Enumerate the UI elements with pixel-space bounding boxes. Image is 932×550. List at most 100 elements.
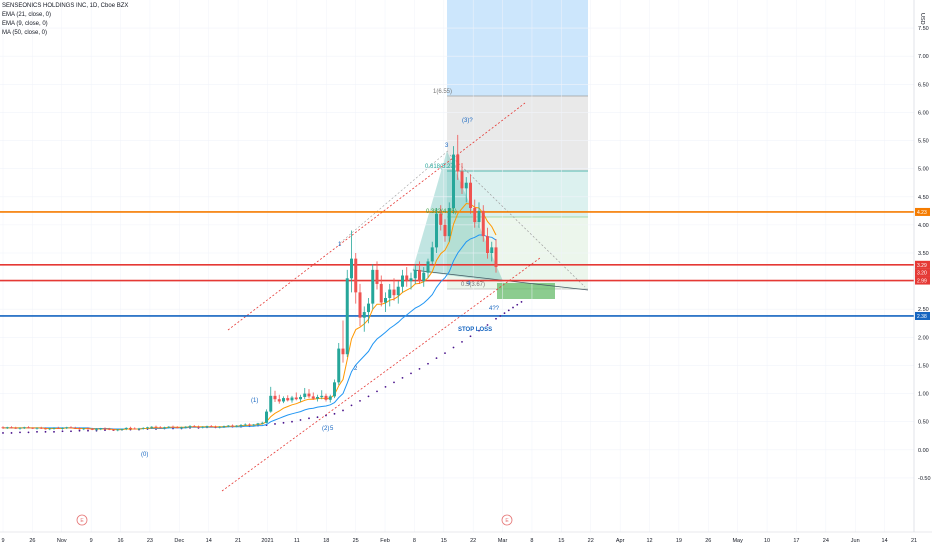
y-tick-label: 7.00 xyxy=(918,54,929,60)
candle-body xyxy=(282,398,285,402)
candle-body xyxy=(167,426,171,428)
candle-body xyxy=(354,258,358,293)
candle-body xyxy=(481,210,485,237)
event-marker-1[interactable] xyxy=(76,514,88,526)
price-tag xyxy=(915,207,930,216)
x-tick-label: 26 xyxy=(705,538,711,544)
channel-lower xyxy=(221,257,541,492)
ma50-point xyxy=(376,390,378,393)
candle-body xyxy=(133,428,137,430)
target-zone xyxy=(447,0,588,96)
y-tick-label: 4.00 xyxy=(918,223,929,229)
candle-body xyxy=(180,427,183,429)
ma50-point xyxy=(461,340,463,343)
candle-body xyxy=(469,182,472,209)
candle-body xyxy=(120,429,124,430)
ma50-point xyxy=(507,309,510,312)
candle-body xyxy=(90,429,94,430)
small-1-label: 1 xyxy=(338,242,342,248)
event-marker-2[interactable] xyxy=(501,514,513,526)
candle-body xyxy=(163,427,166,429)
ma50-point xyxy=(333,412,336,415)
candle-body xyxy=(324,395,328,400)
price-tags: 4.23 3.29 3.20 2.99 2.38 xyxy=(915,207,930,320)
x-tick-label: Mar xyxy=(498,538,508,544)
candle-body xyxy=(430,247,434,262)
x-tick-label: 8 xyxy=(413,538,416,544)
y-axis[interactable]: 7.507.006.506.005.505.004.504.003.503.00… xyxy=(913,0,931,532)
x-tick-label: 12 xyxy=(646,538,652,544)
ma50-point xyxy=(104,429,106,432)
candle-body xyxy=(61,427,64,429)
x-tick-label: Dec xyxy=(174,538,184,544)
candle-body xyxy=(460,171,464,189)
candle-body xyxy=(243,424,247,426)
ma50-point xyxy=(452,346,455,349)
candle-body xyxy=(39,427,43,429)
ma50-point xyxy=(486,324,489,326)
candle-body xyxy=(239,425,243,426)
candle-body xyxy=(435,213,438,248)
ma50-point xyxy=(444,352,446,354)
ma50-point xyxy=(410,372,412,375)
price-tag xyxy=(915,311,930,320)
candle-body xyxy=(95,429,98,430)
ma50-point xyxy=(78,429,81,432)
x-tick-label: Apr xyxy=(616,538,625,544)
y-tick-label: 2.00 xyxy=(918,335,929,341)
candle-body xyxy=(490,247,494,253)
currency-label: USD xyxy=(919,13,925,25)
ma50-point xyxy=(342,409,344,412)
fib-small-label: 0.5(3.67) xyxy=(461,282,485,288)
candle-body xyxy=(150,426,154,428)
y-tick-label: 1.00 xyxy=(918,392,929,398)
ma50-point xyxy=(274,423,276,425)
events-layer: E E xyxy=(76,514,513,526)
candle-body xyxy=(103,428,107,430)
candle-body xyxy=(494,247,498,268)
ma50-point xyxy=(325,414,327,417)
ma50-point xyxy=(393,381,395,384)
y-tick-label: -0.50 xyxy=(918,476,931,482)
candle-body xyxy=(86,428,90,430)
ma50-point xyxy=(299,419,302,421)
indicator-ma50[interactable]: MA (50, close, 0) xyxy=(2,30,48,36)
candle-body xyxy=(316,396,319,399)
candle-body xyxy=(231,425,234,427)
candle-body xyxy=(456,154,460,172)
fib-0618-label: 0.618(5.27) xyxy=(425,164,456,170)
candle-body xyxy=(452,154,455,209)
candle-body xyxy=(447,208,451,237)
ma50-point xyxy=(70,430,72,433)
ma50-point xyxy=(384,385,387,388)
event-marker-1-label: E xyxy=(80,518,84,524)
fib-0382-label: 0.382(4.45) xyxy=(426,209,457,215)
candle-body xyxy=(341,348,345,355)
candle-body xyxy=(443,224,447,237)
candle-body xyxy=(10,427,13,429)
x-tick-label: 23 xyxy=(147,538,153,544)
x-tick-label: 19 xyxy=(676,538,682,544)
candle-body xyxy=(197,426,200,428)
candle-body xyxy=(73,427,77,429)
candle-body xyxy=(5,427,9,429)
stop-loss-label: STOP LOSS xyxy=(458,327,492,333)
ma50-point xyxy=(19,431,21,434)
small-5-label: 5 xyxy=(330,426,334,432)
ma50-point xyxy=(359,399,361,402)
x-axis[interactable]: 9 26 Nov 9 16 23 Dec 14 21 2021 11 18 25 Feb 8 15 22 Mar 8… xyxy=(0,531,932,544)
candle-body xyxy=(367,303,370,313)
candle-body xyxy=(188,426,192,428)
chart-legend: SENSEONICS HOLDINGS INC, 1D, Cboe BZX EM… xyxy=(2,2,128,38)
symbol-title[interactable]: SENSEONICS HOLDINGS INC, 1D, Cboe BZX xyxy=(2,3,129,9)
candle-body xyxy=(209,426,213,428)
ma50-point xyxy=(401,376,404,379)
candles-layer xyxy=(1,134,498,432)
x-tick-label: 2021 xyxy=(261,538,273,544)
x-tick-label: 9 xyxy=(1,538,4,544)
indicator-ema21[interactable]: EMA (21, close, 0) xyxy=(2,12,52,18)
wave-0-label: (0) xyxy=(141,452,148,458)
indicator-ema9[interactable]: EMA (9, close, 0) xyxy=(2,21,48,27)
candle-body xyxy=(388,289,392,298)
